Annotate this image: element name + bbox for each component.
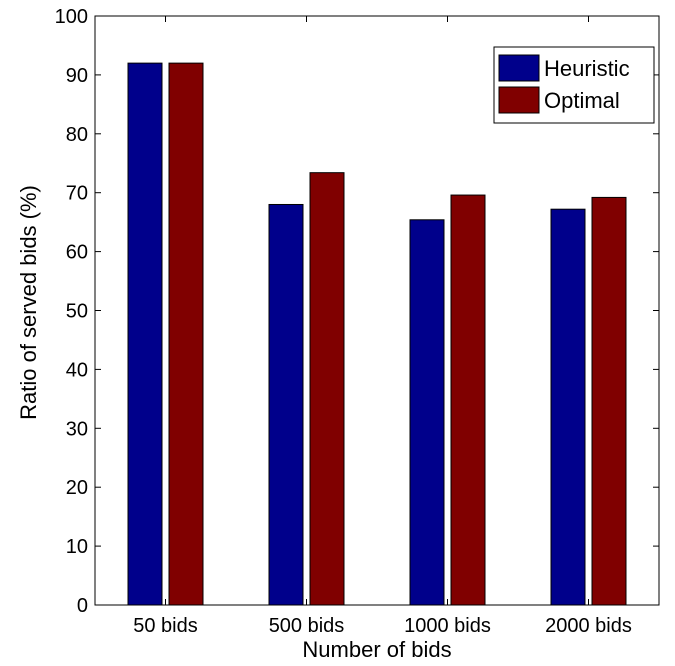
y-tick-label: 60	[66, 242, 88, 264]
bar-heuristic-0	[127, 62, 163, 606]
legend-swatch-heuristic	[498, 54, 540, 82]
y-tick-label: 90	[66, 65, 88, 87]
x-tick-label: 2000 bids	[545, 615, 632, 637]
bar-optimal-2	[450, 194, 486, 606]
x-tick-label: 1000 bids	[404, 615, 491, 637]
y-tick-label: 0	[77, 595, 88, 617]
y-tick-label: 100	[55, 6, 88, 28]
bar-heuristic-2	[409, 219, 445, 606]
x-axis-label: Number of bids	[302, 637, 451, 662]
bar-optimal-1	[309, 172, 345, 606]
x-tick-label: 50 bids	[133, 615, 198, 637]
bar-heuristic-3	[550, 208, 586, 606]
y-tick-label: 40	[66, 359, 88, 381]
y-tick-label: 70	[66, 183, 88, 205]
legend: Heuristic Optimal	[493, 46, 655, 124]
y-tick-label: 50	[66, 301, 88, 323]
y-tick-label: 30	[66, 418, 88, 440]
y-tick-label: 80	[66, 124, 88, 146]
bar-optimal-0	[168, 62, 204, 606]
legend-items: Heuristic Optimal	[498, 54, 630, 114]
bar-heuristic-1	[268, 203, 304, 606]
x-axis: 50 bids 500 bids 1000 bids 2000 bids	[133, 16, 632, 637]
legend-swatch-optimal	[498, 86, 540, 114]
legend-label-optimal: Optimal	[544, 88, 620, 113]
y-axis-label: Ratio of served bids (%)	[16, 185, 41, 420]
legend-label-heuristic: Heuristic	[544, 56, 630, 81]
bar-optimal-3	[591, 196, 627, 606]
y-axis: 0 10 20 30 40 50 60 70 80 90 100	[55, 6, 659, 617]
y-tick-label: 20	[66, 477, 88, 499]
bars-layer	[127, 62, 627, 606]
x-tick-label: 500 bids	[269, 615, 345, 637]
y-tick-label: 10	[66, 536, 88, 558]
